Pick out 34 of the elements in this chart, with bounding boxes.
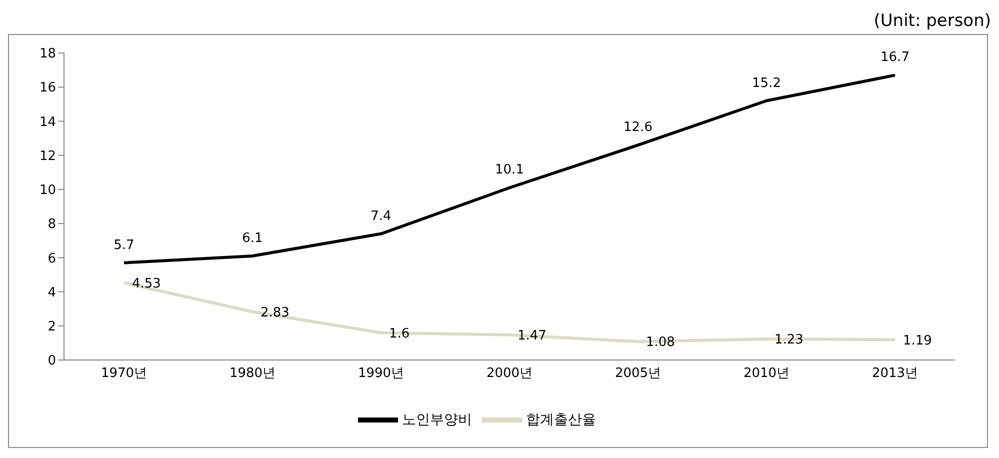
x-tick-label: 1980년 xyxy=(229,366,276,382)
y-tick-label: 6 xyxy=(48,251,56,266)
data-label: 6.1 xyxy=(242,230,263,246)
y-tick-label: 18 xyxy=(39,46,56,62)
x-tick-label: 2010년 xyxy=(743,366,790,382)
data-label: 5.7 xyxy=(114,238,134,253)
x-tick-label: 1990년 xyxy=(358,366,404,382)
y-tick-label: 16 xyxy=(39,80,56,96)
y-tick-label: 8 xyxy=(48,217,56,232)
y-tick-label: 4 xyxy=(48,285,56,300)
x-tick-label: 2005년 xyxy=(614,366,662,382)
data-label: 1.08 xyxy=(646,335,675,350)
x-tick-label: 1970년 xyxy=(100,366,148,382)
y-tick-label: 2 xyxy=(48,320,56,335)
data-label: 10.1 xyxy=(495,162,524,178)
x-tick-label: 2000년 xyxy=(486,366,533,382)
legend-label: 노인부양비 xyxy=(402,412,472,428)
y-tick-label: 10 xyxy=(39,183,56,198)
y-tick-label: 0 xyxy=(48,354,56,369)
data-label: 2.83 xyxy=(260,305,290,320)
data-label: 4.53 xyxy=(132,276,161,292)
data-label: 1.19 xyxy=(903,333,932,348)
y-tick-label: 12 xyxy=(39,148,56,164)
data-label: 1.23 xyxy=(774,332,804,348)
legend-label: 합계출산율 xyxy=(526,412,596,428)
data-label: 16.7 xyxy=(880,50,910,66)
data-label: 7.4 xyxy=(370,208,392,224)
y-tick-label: 14 xyxy=(39,114,56,130)
x-tick-label: 2013년 xyxy=(872,366,918,382)
data-label: 15.2 xyxy=(752,76,781,91)
text: (Unit: person) xyxy=(872,10,991,33)
data-label: 12.6 xyxy=(624,120,652,136)
data-label: 1.6 xyxy=(389,326,410,342)
data-label: 1.47 xyxy=(518,328,546,344)
